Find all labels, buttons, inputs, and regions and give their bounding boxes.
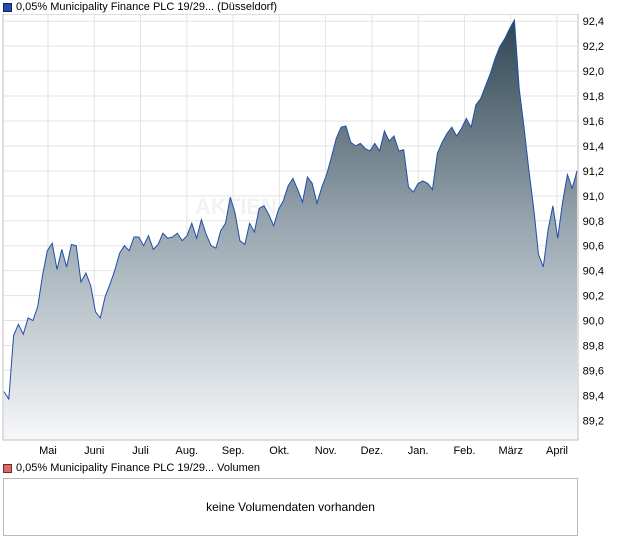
x-tick-label: April <box>546 445 568 457</box>
y-tick-label: 89,4 <box>583 390 604 402</box>
y-tick-label: 90,6 <box>583 241 604 253</box>
x-tick-label: Sep. <box>222 445 245 457</box>
y-tick-label: 89,2 <box>583 415 604 427</box>
price-area <box>4 20 577 439</box>
x-tick-label: Jan. <box>408 445 429 457</box>
y-tick-label: 91,2 <box>583 166 604 178</box>
y-tick-label: 90,8 <box>583 216 604 228</box>
volume-legend-label: 0,05% Municipality Finance PLC 19/29... … <box>16 462 260 474</box>
y-tick-label: 92,2 <box>583 41 604 53</box>
price-chart: AKTIEN 92,492,292,091,891,691,491,291,09… <box>2 14 604 457</box>
price-line <box>3 18 578 401</box>
y-tick-label: 90,2 <box>583 291 604 303</box>
x-tick-label: Dez. <box>361 445 384 457</box>
y-axis-labels: 92,4 92,2 92,0 91,8 91,6 91,4 91,2 91,0 90,8 90,6… <box>583 16 604 427</box>
y-tick-label: 91,6 <box>583 116 604 128</box>
y-tick-label: 91,4 <box>583 141 604 153</box>
price-legend: 0,05% Municipality Finance PLC 19/29... … <box>3 0 277 14</box>
y-tick-label: 90,4 <box>583 266 604 278</box>
y-tick-label: 91,8 <box>583 91 604 103</box>
y-tick-label: 89,8 <box>583 340 604 352</box>
volume-legend: 0,05% Municipality Finance PLC 19/29... … <box>3 461 260 475</box>
x-axis-labels: Mai Juni Juli Aug. Sep. Okt. Nov. Dez. Jan. Feb. M… <box>39 445 568 457</box>
x-tick-label: Okt. <box>269 445 289 457</box>
x-tick-label: Juni <box>84 445 104 457</box>
x-tick-label: Juli <box>132 445 149 457</box>
y-tick-label: 92,4 <box>583 16 604 28</box>
price-legend-label: 0,05% Municipality Finance PLC 19/29... … <box>16 1 278 13</box>
x-tick-label: Feb. <box>453 445 475 457</box>
y-tick-label: 89,6 <box>583 365 604 377</box>
y-tick-label: 91,0 <box>583 191 604 203</box>
y-tick-label: 90,0 <box>583 316 604 328</box>
x-tick-label: Nov. <box>315 445 337 457</box>
x-tick-label: Aug. <box>175 445 198 457</box>
y-tick-label: 92,0 <box>583 66 604 78</box>
price-legend-swatch <box>3 2 12 12</box>
volume-legend-swatch <box>3 463 12 473</box>
volume-panel: keine Volumendaten vorhanden <box>3 478 578 536</box>
x-tick-label: März <box>499 445 523 457</box>
x-tick-label: Mai <box>39 445 57 457</box>
no-volume-message: keine Volumendaten vorhanden <box>206 500 375 514</box>
